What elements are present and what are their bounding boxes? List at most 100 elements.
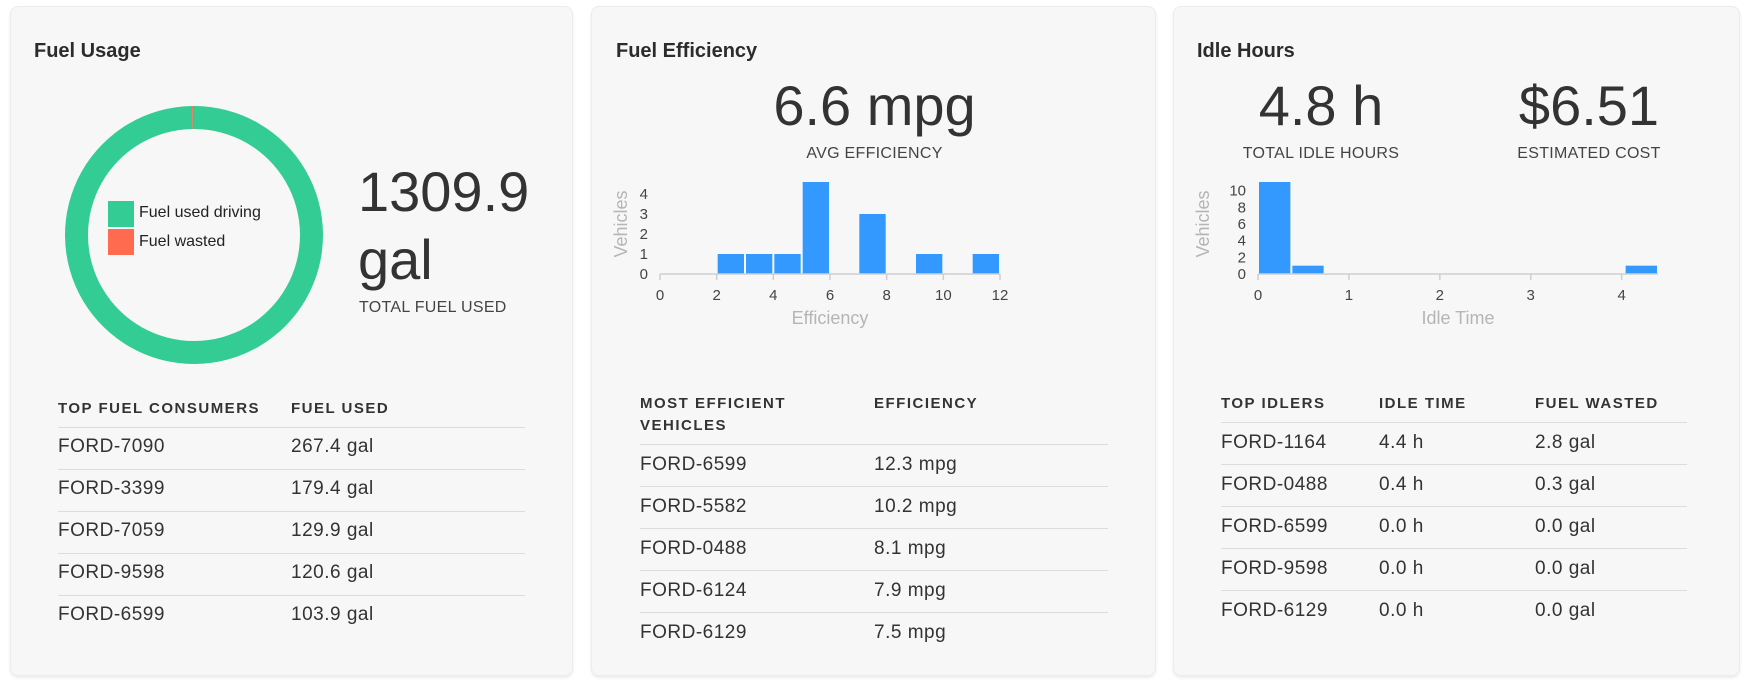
y-tick-label: 10: [1229, 183, 1246, 200]
fuel-wasted: 0.0 gal: [1535, 558, 1596, 579]
th-most-efficient: MOST EFFICIENT VEHICLES: [640, 393, 786, 437]
legend-swatch-wasted: [108, 229, 134, 255]
x-tick-label: 3: [1527, 287, 1535, 304]
idle-time: 0.4 h: [1379, 474, 1424, 495]
vehicle-id: FORD-7090: [58, 436, 165, 457]
row-divider: [640, 612, 1108, 613]
fuel-used: 103.9 gal: [291, 604, 374, 625]
total-idle-label: TOTAL IDLE HOURS: [1242, 145, 1400, 162]
y-tick-label: 0: [640, 266, 648, 283]
fuel-usage-title: Fuel Usage: [34, 40, 141, 62]
y-tick-label: 3: [640, 206, 648, 223]
estimated-cost-value: $6.51: [1518, 74, 1660, 137]
total-idle-value: 4.8 h: [1258, 74, 1384, 137]
x-tick-label: 0: [1254, 287, 1262, 304]
y-tick-label: 2: [640, 226, 648, 243]
vehicle-id: FORD-1164: [1221, 432, 1327, 453]
idle-time: 0.0 h: [1379, 558, 1424, 579]
efficiency-value: 7.9 mpg: [874, 580, 947, 601]
row-divider: [58, 511, 525, 512]
legend-label-wasted: Fuel wasted: [139, 233, 226, 250]
x-tick-label: 0: [656, 287, 664, 304]
table-divider: [1221, 422, 1687, 423]
x-tick-label: 4: [769, 287, 777, 304]
x-tick-label: 2: [1436, 287, 1444, 304]
fuel-efficiency-title: Fuel Efficiency: [616, 40, 758, 62]
histogram-bar: [859, 214, 886, 274]
efficiency-value: 7.5 mpg: [874, 622, 947, 643]
fuel-used: 129.9 gal: [291, 520, 374, 541]
x-axis-title: Idle Time: [1421, 308, 1494, 328]
x-tick-label: 12: [992, 287, 1009, 304]
fuel-wasted: 0.0 gal: [1535, 600, 1596, 621]
donut-slice-1: [192, 106, 194, 130]
histogram-bar: [717, 254, 744, 274]
x-tick-label: 6: [826, 287, 834, 304]
y-tick-label: 8: [1238, 199, 1246, 216]
x-tick-label: 4: [1617, 287, 1625, 304]
vehicle-id: FORD-7059: [58, 520, 165, 541]
th-fuel-wasted: FUEL WASTED: [1535, 395, 1659, 412]
efficiency-value: 8.1 mpg: [874, 538, 947, 559]
row-divider: [58, 595, 525, 596]
idle-time: 0.0 h: [1379, 516, 1424, 537]
row-divider: [640, 570, 1108, 571]
fuel-efficiency-card: Fuel Efficiency 6.6 mpg AVG EFFICIENCY 0…: [591, 6, 1156, 676]
legend-swatch-driving: [108, 201, 134, 227]
y-tick-label: 0: [1238, 266, 1246, 283]
vehicle-id: FORD-9598: [1221, 558, 1328, 579]
th-idle-time: IDLE TIME: [1379, 395, 1467, 412]
table-divider: [640, 444, 1108, 445]
table-divider: [58, 427, 525, 428]
histogram-bar: [1259, 182, 1291, 274]
vehicle-id: FORD-6124: [640, 580, 747, 601]
th-fuel-used: FUEL USED: [291, 400, 390, 417]
avg-efficiency-value: 6.6 mpg: [773, 74, 976, 137]
vehicle-id: FORD-5582: [640, 496, 747, 517]
vehicle-id: FORD-0488: [1221, 474, 1328, 495]
y-tick-label: 1: [640, 246, 648, 263]
histogram-bar: [972, 254, 999, 274]
idle-hours-title: Idle Hours: [1197, 40, 1295, 62]
histogram-bar: [774, 254, 801, 274]
x-tick-label: 2: [712, 287, 720, 304]
idle-time: 0.0 h: [1379, 600, 1424, 621]
legend-label-driving: Fuel used driving: [139, 204, 261, 221]
row-divider: [1221, 548, 1687, 549]
histogram-bar: [1625, 265, 1657, 274]
fuel-used: 179.4 gal: [291, 478, 374, 499]
row-divider: [640, 486, 1108, 487]
row-divider: [1221, 506, 1687, 507]
estimated-cost-label: ESTIMATED COST: [1517, 145, 1661, 162]
vehicle-id: FORD-3399: [58, 478, 165, 499]
total-fuel-label: TOTAL FUEL USED: [359, 299, 507, 316]
y-tick-label: 5: [640, 182, 648, 183]
fuel-donut-chart: [65, 106, 324, 364]
fuel-used: 120.6 gal: [291, 562, 374, 583]
th-top-idlers: TOP IDLERS: [1221, 395, 1326, 412]
histogram-bar: [802, 182, 829, 274]
efficiency-value: 10.2 mpg: [874, 496, 958, 517]
idle-time: 4.4 h: [1379, 432, 1424, 453]
row-divider: [640, 528, 1108, 529]
vehicle-id: FORD-9598: [58, 562, 165, 583]
y-tick-label: 4: [1238, 233, 1246, 250]
y-tick-label: 2: [1238, 249, 1246, 266]
th-top-fuel-consumers: TOP FUEL CONSUMERS: [58, 400, 261, 417]
row-divider: [58, 553, 525, 554]
th-most-efficient-line1: MOST EFFICIENT: [640, 395, 786, 412]
y-tick-label: 4: [640, 186, 648, 203]
histogram-bar: [746, 254, 773, 274]
fuel-wasted: 0.3 gal: [1535, 474, 1596, 495]
vehicle-id: FORD-6129: [1221, 600, 1328, 621]
vehicle-id: FORD-6599: [58, 604, 165, 625]
legend-item-wasted: Fuel wasted: [108, 229, 328, 257]
efficiency-histogram: 024681012012345EfficiencyVehicles: [611, 182, 1009, 328]
x-tick-label: 1: [1345, 287, 1353, 304]
fuel-used: 267.4 gal: [291, 436, 374, 457]
y-axis-title: Vehicles: [1193, 190, 1213, 257]
avg-efficiency-label: AVG EFFICIENCY: [806, 145, 943, 162]
efficiency-value: 12.3 mpg: [874, 454, 958, 475]
fuel-wasted: 0.0 gal: [1535, 516, 1596, 537]
